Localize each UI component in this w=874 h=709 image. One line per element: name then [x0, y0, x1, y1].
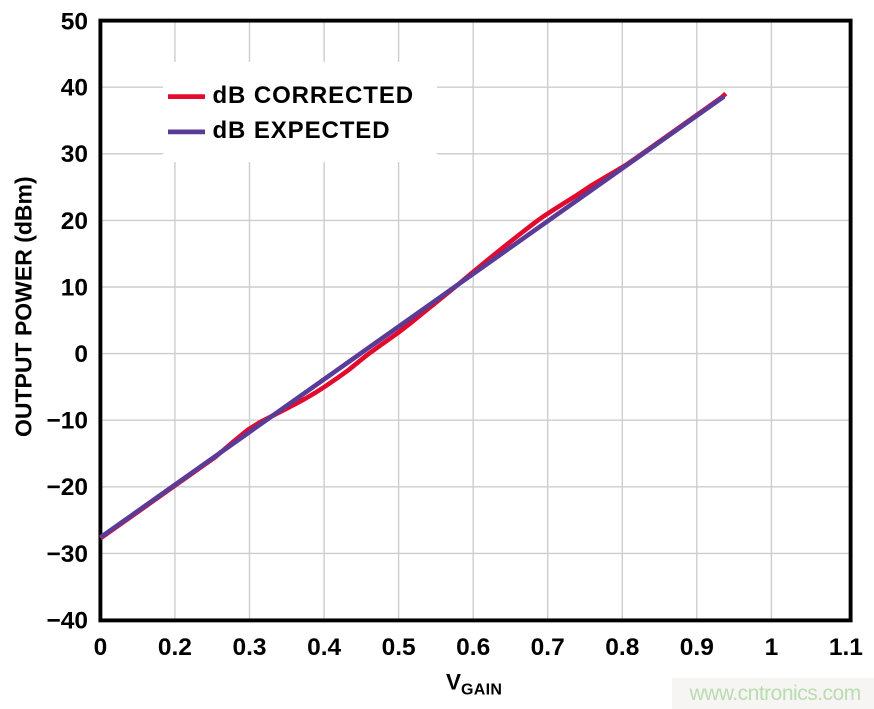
svg-text:1.1: 1.1	[829, 634, 863, 661]
svg-text:www.cntronics.com: www.cntronics.com	[689, 682, 861, 705]
svg-text:−40: −40	[46, 607, 88, 634]
svg-text:−20: −20	[46, 474, 88, 501]
svg-text:50: 50	[61, 8, 88, 35]
svg-text:30: 30	[61, 141, 88, 168]
svg-text:−10: −10	[46, 408, 88, 435]
svg-text:20: 20	[61, 208, 88, 235]
svg-text:10: 10	[61, 274, 88, 301]
svg-text:0.4: 0.4	[307, 634, 341, 661]
svg-text:40: 40	[61, 75, 88, 102]
svg-text:OUTPUT POWER (dBm): OUTPUT POWER (dBm)	[11, 176, 37, 437]
svg-text:0.5: 0.5	[382, 634, 416, 661]
svg-text:0: 0	[74, 341, 88, 368]
svg-text:0.3: 0.3	[232, 634, 266, 661]
svg-text:0.7: 0.7	[531, 634, 565, 661]
svg-text:0.9: 0.9	[680, 634, 714, 661]
svg-text:0.2: 0.2	[158, 634, 192, 661]
svg-text:0: 0	[94, 634, 108, 661]
svg-text:−30: −30	[46, 541, 88, 568]
svg-text:0.6: 0.6	[456, 634, 490, 661]
svg-text:dB CORRECTED: dB CORRECTED	[213, 82, 414, 109]
svg-text:0.8: 0.8	[605, 634, 639, 661]
svg-text:dB EXPECTED: dB EXPECTED	[213, 117, 391, 144]
svg-text:1: 1	[765, 634, 779, 661]
